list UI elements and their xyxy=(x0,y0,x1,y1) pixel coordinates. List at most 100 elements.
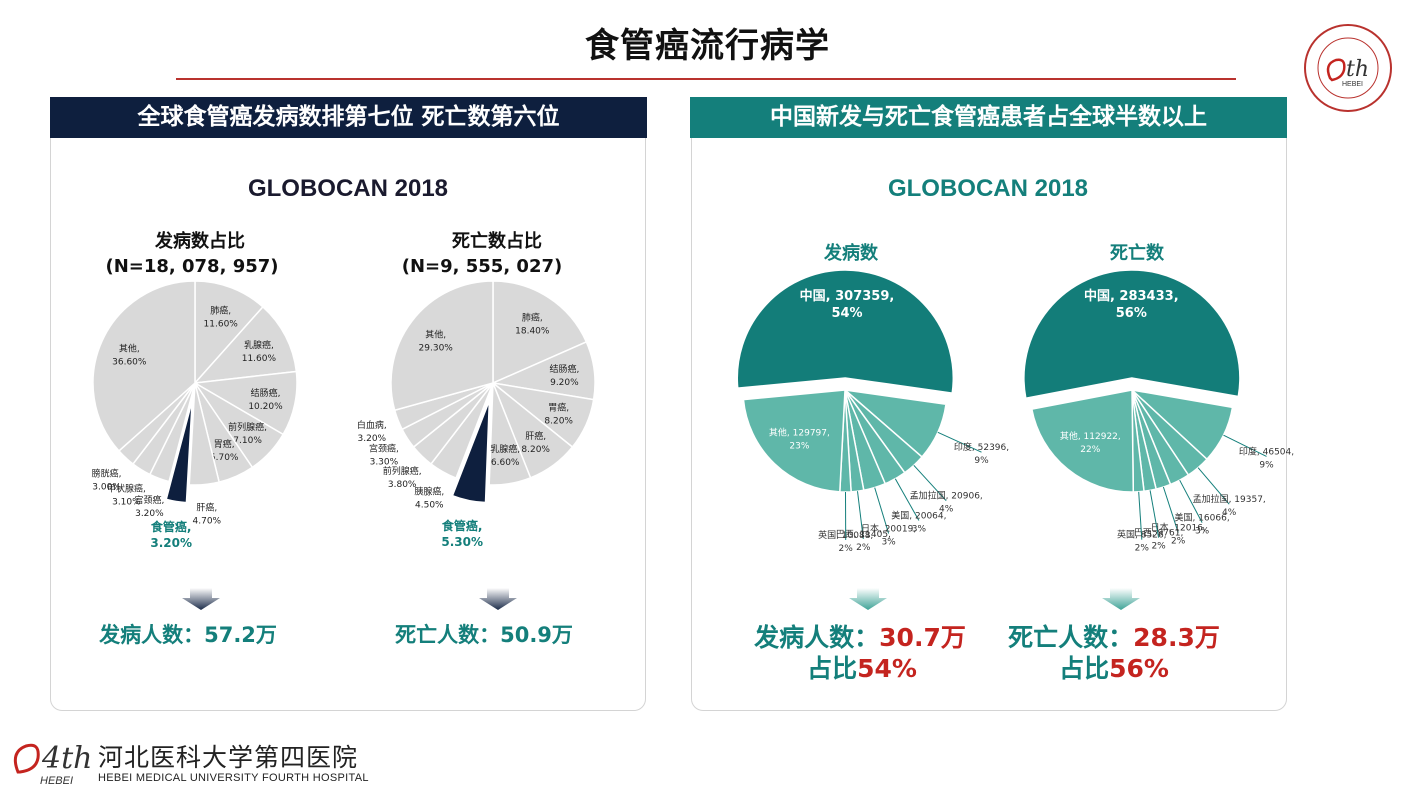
pie-label-name: 宫颈癌, xyxy=(369,443,399,455)
pie-label-value: 56% xyxy=(1116,306,1147,321)
pie-label-name: 印度, 46504, xyxy=(1239,445,1294,457)
right-incidence-value: 30.7万 xyxy=(879,623,966,652)
pie-label-value: 2% xyxy=(856,543,871,553)
pie-slice-e585b6e4bb96 xyxy=(742,389,846,493)
leader-line xyxy=(1162,486,1179,533)
leader-line xyxy=(937,431,982,453)
logo-sub: HEBEI xyxy=(40,775,73,787)
hospital-seal-logo: th HEBEI xyxy=(1304,24,1392,112)
pie-label-value: 5.30% xyxy=(441,535,483,549)
pie-slice-e882bae7998c xyxy=(492,280,588,385)
pie-label-value: 3% xyxy=(912,525,927,535)
pie-label-value: 2% xyxy=(1135,544,1150,554)
pie-slice-e4b9b3e885bae7998c xyxy=(488,382,532,486)
pie-label-name: 美国, 20064, xyxy=(891,510,946,522)
chart3-title: 发病数 xyxy=(823,242,879,264)
leader-line xyxy=(857,491,864,539)
pie-label-value: 9.20% xyxy=(550,378,579,388)
pie-label-value: 8.20% xyxy=(521,445,550,455)
pie-label-value: 4.70% xyxy=(193,517,222,527)
pie-slice-e585b6e4bb96 xyxy=(1030,389,1135,493)
pie-label-name: 前列腺癌, xyxy=(383,465,422,477)
pie-label-value: 9% xyxy=(974,456,989,466)
pie-label-value: 2% xyxy=(1151,542,1166,552)
pie-label-value: 36.60% xyxy=(112,358,147,368)
pie-label-name: 其他, 112922, xyxy=(1060,430,1121,442)
pie-label-value: 2% xyxy=(1171,537,1186,547)
pie-label-name: 食管癌, xyxy=(441,518,483,533)
svg-text:HEBEI: HEBEI xyxy=(1342,81,1363,88)
leader-line xyxy=(1223,434,1267,457)
pie-label-name: 巴西, 9761, xyxy=(1134,528,1184,539)
pie-label-name: 日本, 20019, xyxy=(861,523,916,535)
pie-label-value: 5.70% xyxy=(210,453,239,463)
leader-line xyxy=(1138,491,1143,540)
pie-slice-e882bae7998c xyxy=(194,280,264,385)
right-summary-mortality-share: 占比56% xyxy=(1059,654,1169,683)
right-summary-mortality: 死亡人数：28.3万 xyxy=(1008,623,1220,652)
pie-slice-e585b6e4bb96 xyxy=(92,280,196,452)
pie-label-name: 肝癌, xyxy=(196,502,217,514)
pie-slice-e585b6e4bb96 xyxy=(390,280,494,412)
chart2-pie: 肺癌,18.40%结肠癌,9.20%胃癌,8.20%肝癌,8.20%乳腺癌,6.… xyxy=(357,280,596,549)
right-incidence-share-value: 54% xyxy=(857,654,917,683)
pie-label-value: 11.60% xyxy=(204,320,239,330)
pie-label-value: 11.60% xyxy=(242,354,277,364)
pie-label-value: 54% xyxy=(831,306,862,321)
pie-label-name: 印度, 52396, xyxy=(954,441,1009,453)
right-source-label: GLOBOCAN 2018 xyxy=(888,175,1088,202)
svg-text:th: th xyxy=(1346,57,1369,82)
leader-line xyxy=(1179,479,1203,523)
pie-label-name: 美国, 16066, xyxy=(1174,512,1229,524)
pie-slice-e4b8ade59bbd xyxy=(736,269,955,394)
pie-label-name: 其他, xyxy=(425,328,446,340)
pie-label-value: 4% xyxy=(1222,508,1237,518)
pie-label-value: 3.00% xyxy=(92,482,121,492)
hospital-logo: 4th HEBEI xyxy=(13,741,92,787)
pie-label-name: 英国, 10088, xyxy=(818,529,873,541)
pie-label-name: 其他, xyxy=(119,343,140,355)
pie-label-value: 29.30% xyxy=(419,343,454,353)
right-summary-incidence-share: 占比54% xyxy=(807,654,917,683)
pie-label-value: 3% xyxy=(881,538,896,548)
pie-label-name: 日本, 12016, xyxy=(1151,522,1206,534)
pie-label-name: 肝癌, xyxy=(525,430,546,442)
pie-slice-e9a39fe7aea1e7998c xyxy=(451,400,491,504)
left-summary-incidence: 发病人数：57.2万 xyxy=(98,623,277,647)
left-source-label: GLOBOCAN 2018 xyxy=(248,175,448,202)
leader-line xyxy=(1149,490,1160,538)
right-summary-incidence: 发病人数：30.7万 xyxy=(753,623,966,652)
chart1-title: 发病数占比 xyxy=(154,230,245,252)
pie-label-name: 结肠癌, xyxy=(549,363,579,375)
pie-slice-e8829de7998c xyxy=(188,382,221,486)
right-mortality-label: 死亡人数： xyxy=(1008,623,1133,652)
right-incidence-label: 发病人数： xyxy=(753,623,879,652)
leader-line xyxy=(894,478,920,521)
pie-label-name: 宫颈癌, xyxy=(134,494,164,506)
left-summary-mortality: 死亡人数：50.9万 xyxy=(395,623,573,647)
chart3-pie: 中国, 307359, 54% 印度, 52396, 9% 孟加拉国, 20906, 4%… xyxy=(736,269,1009,554)
pie-label-value: 3.20% xyxy=(135,509,164,519)
hospital-name-en: HEBEI MEDICAL UNIVERSITY FOURTH HOSPITAL xyxy=(98,772,369,784)
logo-text: 4th xyxy=(41,741,92,776)
pie-label-value: 3.10% xyxy=(112,497,141,507)
pie-label-name: 孟加拉国, 19357, xyxy=(1193,493,1266,505)
pie-label-value: 9% xyxy=(1259,460,1274,470)
chart2-title: 死亡数占比 xyxy=(452,230,542,252)
pie-label-name: 肺癌, xyxy=(522,312,543,324)
pie-slice-e4b9b3e885bae7998c xyxy=(193,305,298,384)
pie-label-value: 3.80% xyxy=(388,480,417,490)
pie-label-name: 其他, 129797, xyxy=(769,427,830,439)
right-incidence-share-label: 占比 xyxy=(807,654,857,683)
pie-label-name: 胃癌, xyxy=(548,401,569,413)
pie-label-name: 前列腺癌, xyxy=(228,421,267,433)
right-mortality-share-value: 56% xyxy=(1109,654,1169,683)
pie-label-name: 甲状腺癌, xyxy=(107,482,146,494)
pie-label-value: 23% xyxy=(789,442,809,452)
pie-label-name: 膀胱癌, xyxy=(92,467,122,479)
pie-label-name: 中国, 307359, xyxy=(800,288,895,304)
chart4-title: 死亡数 xyxy=(1110,242,1165,264)
pie-label-value: 22% xyxy=(1080,445,1100,455)
pie-label-name: 中国, 283433, xyxy=(1084,288,1179,304)
